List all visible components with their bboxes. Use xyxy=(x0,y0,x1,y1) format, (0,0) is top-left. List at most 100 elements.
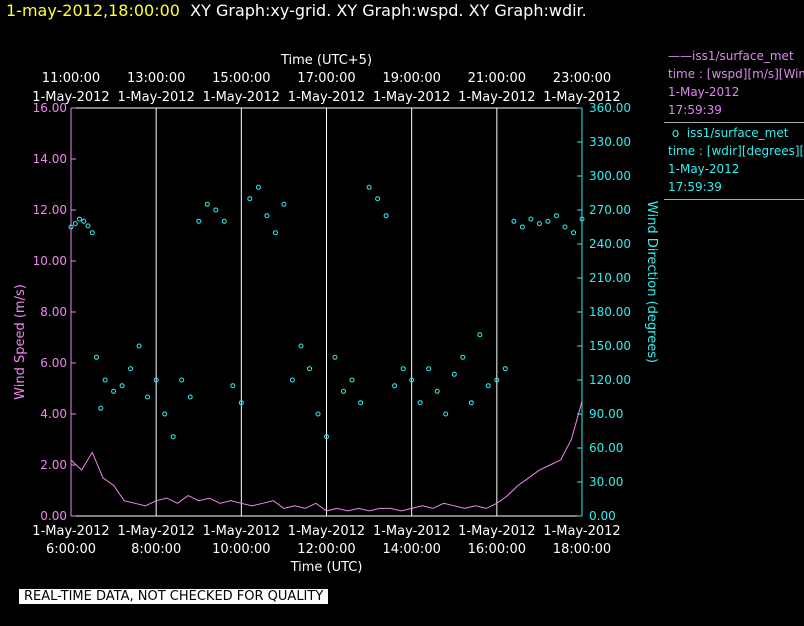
bottom-tick-time: 8:00:00 xyxy=(131,542,181,557)
right-tick-label: 90.00 xyxy=(589,407,623,421)
right-axis-title: Wind Direction (degrees) xyxy=(644,201,659,363)
wind-direction-point xyxy=(221,218,227,224)
wind-direction-point xyxy=(511,218,517,224)
right-tick-label: 150.00 xyxy=(589,339,631,353)
wind-direction-point xyxy=(443,411,449,417)
wind-direction-point xyxy=(187,394,193,400)
legend-wdir: o iss1/surface_met time : [wdir][degrees… xyxy=(664,123,804,200)
right-tick-label: 210.00 xyxy=(589,271,631,285)
right-tick-label: 30.00 xyxy=(589,475,623,489)
bottom-tick-time: 12:00:00 xyxy=(297,542,355,557)
bottom-tick-date: 1-May-2012 xyxy=(543,524,620,539)
grid-lines xyxy=(155,108,583,516)
wind-direction-point xyxy=(213,207,219,213)
wind-direction-point xyxy=(102,377,108,383)
wind-direction-point xyxy=(85,223,91,229)
wind-direction-point xyxy=(553,213,559,219)
axis-labels: 0.00 2.00 4.00 6.00 8.00 10.00 12.00 14.00 16.00… xyxy=(13,53,659,575)
wind-direction-point xyxy=(400,366,406,372)
bottom-tick-date: 1-May-2012 xyxy=(458,524,535,539)
wind-direction-point xyxy=(255,184,261,190)
wind-direction-point xyxy=(307,366,312,372)
top-tick-time: 23:00:00 xyxy=(553,71,611,86)
header-graph-list: XY Graph:xy-grid. XY Graph:wspd. XY Grap… xyxy=(190,1,587,20)
bottom-tick-time: 18:00:00 xyxy=(553,542,611,557)
right-tick-label: 0.00 xyxy=(589,509,616,523)
bottom-tick-time: 10:00:00 xyxy=(212,542,270,557)
wind-direction-point xyxy=(72,221,78,227)
left-tick-label: 8.00 xyxy=(40,305,67,319)
bottom-tick-date: 1-May-2012 xyxy=(117,524,194,539)
wind-direction-point xyxy=(247,196,253,202)
left-tick-label: 2.00 xyxy=(40,458,67,472)
wind-direction-point xyxy=(451,371,457,377)
left-tick-label: 0.00 xyxy=(40,509,67,523)
header-timestamp: 1-may-2012,18:00:00 xyxy=(6,1,180,20)
wind-direction-point xyxy=(392,383,398,389)
legend-wspd-source: iss1/surface_met xyxy=(692,49,794,63)
legend-line-icon: —— xyxy=(668,49,692,63)
wind-direction-point xyxy=(153,377,159,383)
top-tick-date: 1-May-2012 xyxy=(32,90,109,105)
right-tick-label: 360.00 xyxy=(589,101,631,115)
wind-direction-point xyxy=(111,388,117,394)
wind-direction-point xyxy=(358,400,364,406)
wind-direction-point xyxy=(383,213,389,219)
top-axis-title: Time (UTC+5) xyxy=(280,53,372,68)
right-tick-label: 270.00 xyxy=(589,203,631,217)
wind-direction-point xyxy=(460,354,466,360)
wind-speed-series xyxy=(70,401,583,512)
wind-direction-point xyxy=(119,383,125,389)
right-tick-label: 330.00 xyxy=(589,135,631,149)
top-tick-date: 1-May-2012 xyxy=(288,90,365,105)
quality-notice: REAL-TIME DATA, NOT CHECKED FOR QUALITY xyxy=(19,589,329,604)
top-tick-time: 19:00:00 xyxy=(382,71,440,86)
wind-direction-point xyxy=(315,411,321,417)
top-tick-date: 1-May-2012 xyxy=(458,90,535,105)
legend-circle-icon: o xyxy=(668,126,687,140)
wind-direction-point xyxy=(468,400,474,406)
legend-wspd-field: time : [wspd][m/s][Wind xyxy=(668,67,804,81)
top-tick-time: 13:00:00 xyxy=(127,71,185,86)
wind-direction-point xyxy=(136,343,142,349)
bottom-tick-time: 16:00:00 xyxy=(468,542,526,557)
wind-direction-point xyxy=(281,201,287,207)
wind-direction-point xyxy=(409,377,415,383)
wind-direction-point xyxy=(94,354,99,360)
wind-direction-point xyxy=(264,213,270,219)
wind-direction-point xyxy=(170,434,176,440)
wind-direction-point xyxy=(196,218,202,224)
wind-direction-point xyxy=(81,218,87,224)
top-tick-time: 17:00:00 xyxy=(297,71,355,86)
wind-direction-point xyxy=(366,184,372,190)
wind-direction-point xyxy=(128,366,134,372)
wind-direction-point xyxy=(494,377,500,383)
left-tick-label: 12.00 xyxy=(33,203,67,217)
top-tick-time: 11:00:00 xyxy=(42,71,100,86)
wind-direction-point xyxy=(289,377,295,383)
wind-direction-point xyxy=(341,388,346,394)
left-tick-label: 14.00 xyxy=(33,152,67,166)
wind-direction-point xyxy=(272,230,278,236)
wind-direction-point xyxy=(417,400,423,406)
bottom-tick-date: 1-May-2012 xyxy=(203,524,280,539)
legend-wspd-date: 1-May-2012 xyxy=(668,85,740,99)
wind-direction-point xyxy=(298,343,304,349)
bottom-tick-time: 14:00:00 xyxy=(382,542,440,557)
legend-wdir-date: 1-May-2012 xyxy=(668,162,740,176)
wind-direction-point xyxy=(230,383,236,389)
wind-direction-point xyxy=(324,434,329,440)
right-tick-label: 300.00 xyxy=(589,169,631,183)
wind-direction-point xyxy=(536,221,542,227)
wind-speed-line xyxy=(70,401,583,512)
left-tick-label: 6.00 xyxy=(40,356,67,370)
right-tick-label: 120.00 xyxy=(589,373,631,387)
left-tick-label: 10.00 xyxy=(33,254,67,268)
wind-direction-point xyxy=(485,383,491,389)
top-tick-time: 21:00:00 xyxy=(468,71,526,86)
bottom-tick-date: 1-May-2012 xyxy=(373,524,450,539)
wind-direction-point xyxy=(426,366,432,372)
legend-wdir-source: iss1/surface_met xyxy=(686,126,789,140)
wind-direction-point xyxy=(89,230,95,236)
legend-wspd: ——iss1/surface_met time : [wspd][m/s][Wi… xyxy=(664,46,804,123)
